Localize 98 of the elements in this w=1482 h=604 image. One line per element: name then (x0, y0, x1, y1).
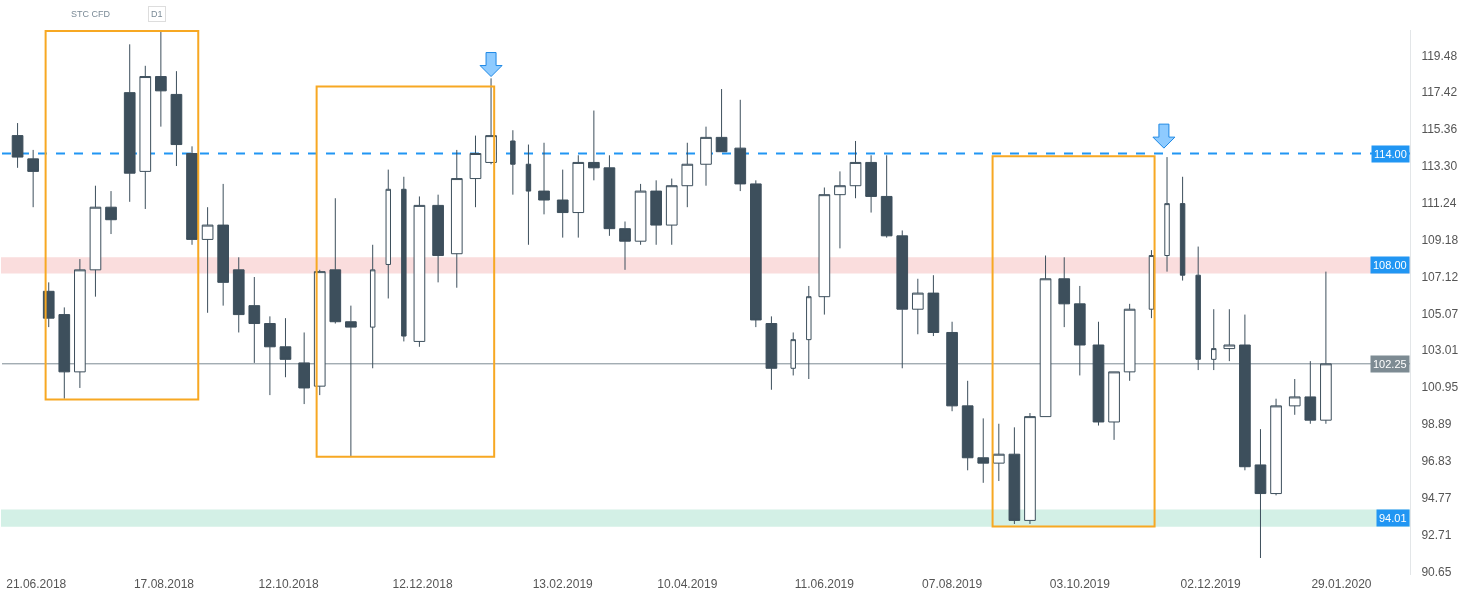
ref-line-label: 102.25 (1373, 358, 1407, 370)
x-tick-label: 11.06.2019 (794, 577, 855, 591)
candlestick (279, 317, 292, 378)
y-tick-label: 98.89 (1421, 417, 1452, 432)
candlestick (1092, 321, 1105, 427)
candlestick (1239, 314, 1251, 471)
y-tick-label: 119.48 (1421, 48, 1458, 63)
y-tick-label: 92.71 (1421, 527, 1452, 542)
candlestick (538, 142, 550, 215)
candlestick (946, 321, 958, 412)
candlestick (27, 149, 39, 208)
candlestick (1039, 255, 1052, 418)
candlestick (1108, 371, 1120, 441)
y-tick-label: 117.42 (1421, 85, 1458, 100)
candlestick (89, 185, 102, 298)
x-tick-label: 07.08.2019 (922, 577, 983, 591)
candlestick (572, 154, 585, 239)
x-tick-label: 29.01.2020 (1311, 577, 1372, 591)
candlestick (765, 315, 778, 391)
candlestick (734, 99, 747, 192)
candlestick (588, 110, 600, 181)
candlestick (865, 154, 877, 214)
y-tick-label: 94.77 (1421, 490, 1452, 505)
candlestick (977, 417, 990, 484)
candlestick (170, 70, 183, 167)
candlestick (1270, 398, 1282, 496)
candlestick (298, 331, 310, 405)
candlestick (681, 142, 694, 208)
candlestick (413, 195, 426, 348)
candlestick (1008, 426, 1021, 525)
candlestick (105, 190, 117, 235)
candlestick (11, 122, 24, 169)
candlestick (201, 206, 214, 314)
candlestick (849, 140, 862, 199)
text: STC CFD (71, 9, 111, 19)
y-tick-label: 115.36 (1421, 122, 1458, 137)
candlestick (603, 154, 616, 237)
y-tick-label: 109.18 (1421, 232, 1459, 247)
y-tick-label: 103.01 (1421, 343, 1459, 358)
y-tick-label: 90.65 (1421, 564, 1452, 579)
candlestick (432, 194, 444, 283)
candlestick (469, 135, 482, 208)
band-label: 108.00 (1373, 259, 1407, 271)
candlestick (1123, 303, 1136, 382)
x-tick-label: 10.04.2019 (657, 577, 718, 591)
candlestick (961, 380, 974, 471)
x-tick-label: 17.08.2018 (133, 577, 195, 591)
x-tick-label: 12.12.2018 (392, 577, 453, 591)
candlestick (556, 169, 569, 239)
candlestick (1058, 256, 1071, 328)
candlestick (248, 276, 261, 364)
candlestick (139, 65, 152, 210)
y-tick-label: 113.30 (1421, 159, 1458, 174)
candlestick (665, 178, 678, 246)
candlestick (880, 154, 893, 239)
candlestick (1320, 271, 1332, 425)
y-tick-label: 111.24 (1421, 196, 1457, 211)
candlestick (1304, 360, 1317, 425)
candlestick (818, 187, 831, 316)
band-label: 94.01 (1379, 512, 1407, 524)
candlestick (329, 197, 342, 325)
candlestick (1288, 378, 1301, 416)
y-tick-label: 107.12 (1421, 269, 1459, 284)
x-tick-label: 21.06.2018 (6, 577, 67, 591)
candlestick (1073, 285, 1086, 376)
x-tick-label: 12.10.2018 (258, 577, 319, 591)
candlestick (1223, 308, 1236, 362)
candlestick (123, 43, 136, 203)
candlestick (232, 256, 245, 333)
candlestick (750, 179, 762, 328)
candlestick (834, 170, 846, 249)
candlestick (896, 229, 909, 369)
candlestick (992, 423, 1005, 482)
candlestick (74, 258, 86, 389)
candlestick (217, 183, 230, 307)
candlestick (58, 306, 71, 400)
candlestick (700, 126, 712, 187)
y-tick-label: 105.07 (1421, 306, 1459, 321)
x-tick-label: 13.02.2019 (532, 577, 594, 591)
y-tick-label: 100.95 (1421, 380, 1459, 395)
candlestick (634, 183, 647, 246)
y-tick-label: 96.83 (1421, 454, 1452, 469)
candlestick (715, 88, 728, 153)
ref-line-label: 114.00 (1374, 148, 1407, 160)
x-tick-label: 03.10.2019 (1049, 577, 1111, 591)
candlestick (927, 274, 940, 337)
candlestick (619, 221, 631, 271)
x-tick-label: 02.12.2019 (1180, 577, 1241, 591)
candlestick (155, 31, 167, 128)
candlestick (450, 149, 463, 289)
candlestick (1024, 412, 1036, 525)
candlestick (911, 278, 924, 335)
text: D1 (151, 9, 163, 19)
candlestick (1254, 428, 1267, 559)
candlestick (264, 315, 276, 396)
candlestick (345, 305, 357, 457)
candlestick (186, 145, 198, 246)
candlestick (650, 179, 662, 246)
